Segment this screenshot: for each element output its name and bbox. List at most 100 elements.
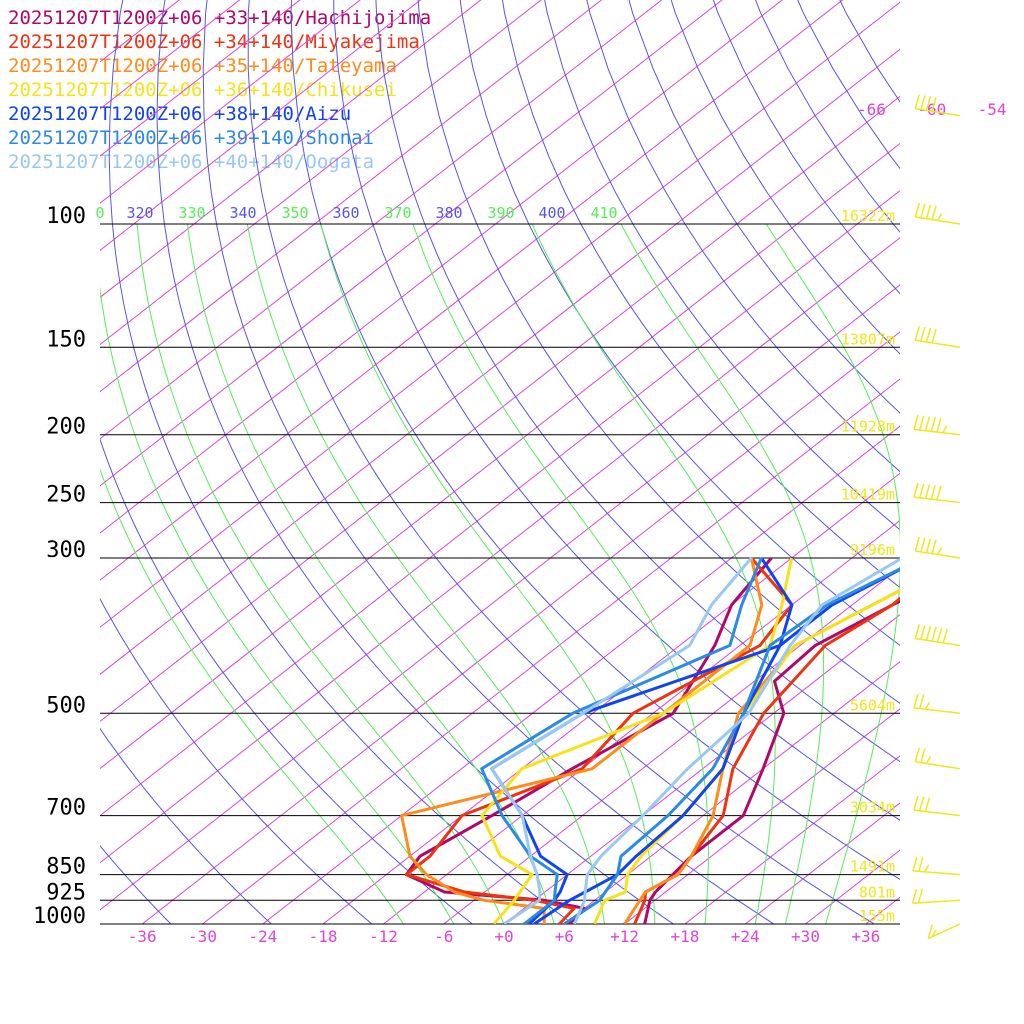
moist-adiabat-lines [100,223,900,924]
wind-barb [914,94,961,117]
dry-adiabat-line [712,0,900,295]
isotherm-line [383,519,900,924]
height-label: 801m [859,883,895,901]
isotherm-line [684,755,900,924]
dry-adiabat-line [100,597,373,924]
dry-adiabat-line [100,727,272,924]
upper-temperature-label: -54 [978,100,1007,119]
temperature-label: -6 [434,927,453,946]
moist-adiabat-line [100,286,455,924]
pressure-label: 300 [46,538,86,563]
legend-entry: 20251207T1200Z+06 +40+140/Oogata [8,151,375,173]
theta-label: 360 [332,204,359,222]
pressure-label: 250 [46,483,86,508]
height-label: 16322m [841,207,895,225]
theta-label: 350 [281,204,308,222]
isotherm-line [563,661,900,924]
temperature-label: -12 [369,927,398,946]
isotherm-line [100,0,603,393]
wind-barb [913,482,961,504]
pressure-label: 1000 [33,904,86,929]
dry-adiabat-lines [100,0,900,924]
pressure-label: 150 [46,327,86,352]
theta-label: 320 [126,204,153,222]
isotherm-line [100,0,422,251]
legend-entry: 20251207T1200Z+06 +35+140/Tateyama [8,55,397,77]
temperature-label: -36 [128,927,157,946]
isotherm-line [100,0,181,63]
isotherm-line [100,0,241,110]
legend: 20251207T1200Z+06 +33+140/Hachijojima 202… [8,6,431,174]
isotherm-line [624,708,900,924]
wind-barb [914,747,961,770]
temperature-line [593,588,900,924]
dewpoint-line [490,557,753,924]
dry-adiabat-line [544,0,900,531]
theta-label: 390 [487,204,514,222]
temperature-label: +6 [555,927,574,946]
isotherm-line [322,472,900,924]
wind-barb [913,693,961,715]
theta-label: 370 [384,204,411,222]
height-label: 10419m [841,486,895,504]
wind-barb [911,888,961,904]
temperature-line [633,596,900,924]
isotherm-line [100,0,361,204]
wind-barb [912,856,961,876]
pressure-label: 925 [46,880,86,905]
dry-adiabat-line [586,0,900,473]
pressure-label: 500 [46,693,86,718]
legend-entry: 20251207T1200Z+06 +38+140/Aizu [8,103,352,125]
temperature-label: -24 [248,927,277,946]
dry-adiabat-line [156,0,674,924]
temperature-line [643,599,900,924]
temperature-label: +30 [791,927,820,946]
height-label: 3034m [850,799,895,817]
wind-barb [914,624,961,647]
height-label: 1491m [850,858,895,876]
wind-barb [913,795,961,817]
dewpoint-line [480,557,794,924]
wind-barb [914,536,961,559]
pressure-label: 850 [46,855,86,880]
isotherm-line [100,0,301,157]
temperature-label: -30 [188,927,217,946]
isotherm-line [100,0,482,299]
height-label: 11928m [841,418,895,436]
isotherm-line [100,0,844,581]
height-label: 5604m [850,696,895,714]
theta-label: 410 [590,204,617,222]
isotherm-line [100,190,900,817]
isotherm-line [100,48,900,675]
isobar-lines [100,223,900,925]
dry-adiabat-line [100,844,172,924]
temperature-label: +0 [494,927,513,946]
temperature-label: -18 [309,927,338,946]
wind-barb [914,202,961,225]
isotherm-line [744,802,900,924]
height-label: 13807m [841,330,895,348]
isotherm-line [443,566,900,924]
temperature-line [573,557,900,924]
wind-barb [914,326,961,349]
isotherm-line [262,425,900,924]
theta-label: 330 [178,204,205,222]
isotherm-line [503,613,900,924]
isotherm-line [100,1,900,628]
temperature-label: +24 [731,927,760,946]
height-label: 9196m [850,541,895,559]
isotherm-line [100,142,900,770]
pressure-label: 200 [46,415,86,440]
upper-temperature-label: -66 [857,100,886,119]
dewpoint-line [404,557,794,924]
temperature-label: +12 [610,927,639,946]
legend-entry: 20251207T1200Z+06 +34+140/Miyakejima [8,31,420,53]
isotherm-line [100,0,784,534]
wind-barb [927,923,961,940]
height-label: 155m [859,907,895,925]
wind-barb [913,415,961,436]
isotherm-lines [100,0,1024,924]
isotherm-line [926,0,1024,924]
